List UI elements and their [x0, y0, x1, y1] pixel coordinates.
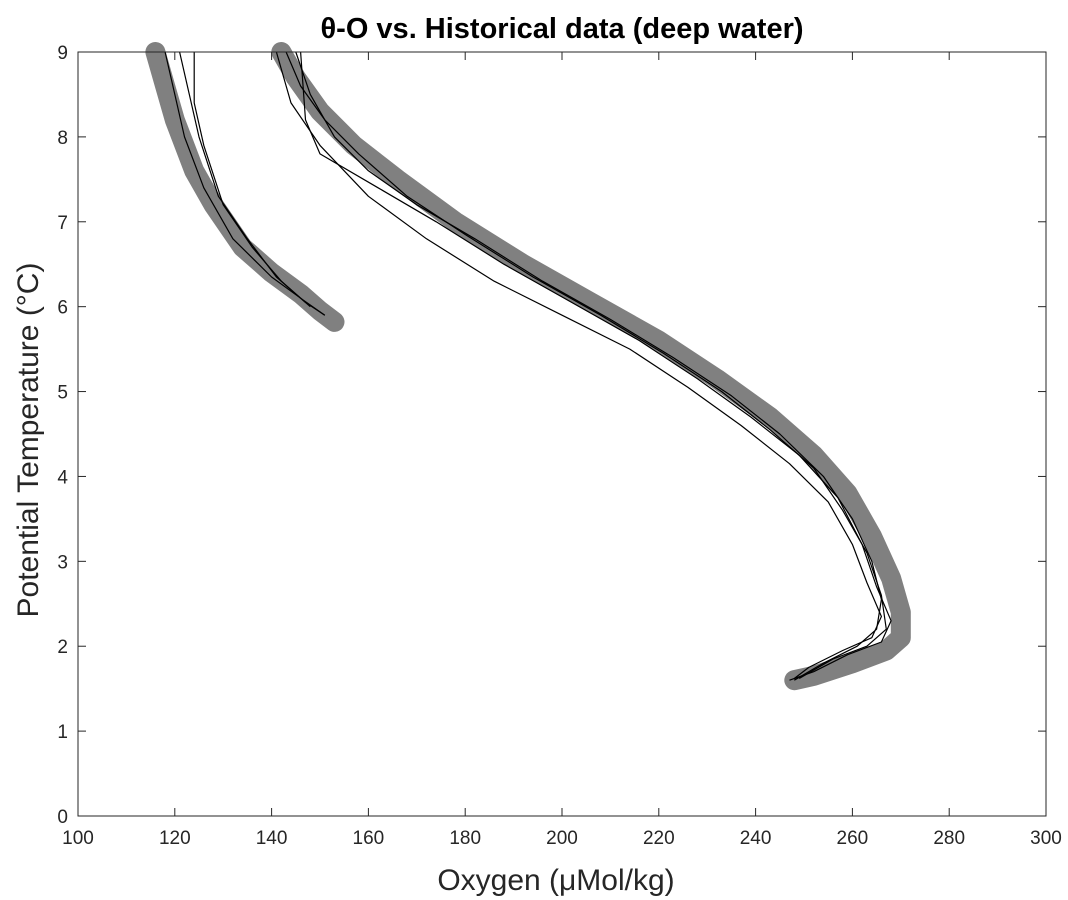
- profile-line-4: [285, 51, 887, 680]
- y-tick-label: 3: [57, 552, 68, 573]
- chart-title: θ-O vs. Historical data (deep water): [320, 13, 803, 45]
- axes-box: [77, 51, 1047, 817]
- x-axis-title: Oxygen (μMol/kg): [437, 864, 674, 897]
- x-tick-label: 240: [740, 828, 772, 849]
- y-tick-label: 5: [57, 383, 68, 404]
- x-tick-label: 160: [353, 828, 385, 849]
- plot-area: [145, 42, 911, 691]
- x-tick-label: 140: [256, 828, 288, 849]
- historical-band-1: [145, 42, 345, 332]
- y-tick-label: 7: [57, 213, 68, 234]
- y-tick-label: 8: [57, 128, 68, 149]
- x-tick-label: 180: [449, 828, 481, 849]
- y-tick-label: 1: [57, 722, 68, 743]
- x-tick-label: 120: [159, 828, 191, 849]
- profile-line-3: [193, 52, 311, 308]
- x-tick-label: 100: [62, 828, 94, 849]
- x-tick-label: 200: [546, 828, 578, 849]
- y-tick-label: 4: [57, 467, 68, 488]
- y-axis-title: Potential Temperature (°C): [12, 263, 45, 618]
- profile-line-7: [275, 51, 882, 679]
- y-tick-label: 9: [57, 43, 68, 64]
- profile-line-6: [300, 51, 892, 681]
- x-tick-label: 220: [643, 828, 675, 849]
- x-tick-label: 300: [1030, 828, 1062, 849]
- x-tick-label: 280: [933, 828, 965, 849]
- y-tick-label: 2: [57, 637, 68, 658]
- profile-line-5: [295, 51, 882, 681]
- x-tick-label: 260: [837, 828, 869, 849]
- y-tick-label: 0: [57, 807, 68, 828]
- y-tick-label: 6: [57, 298, 68, 319]
- axis-ticks: 100 120 140 160 180 200 220 240 260 280 300 0 1 2 3 4 5 6…: [57, 43, 1061, 849]
- historical-band-2: [271, 42, 911, 691]
